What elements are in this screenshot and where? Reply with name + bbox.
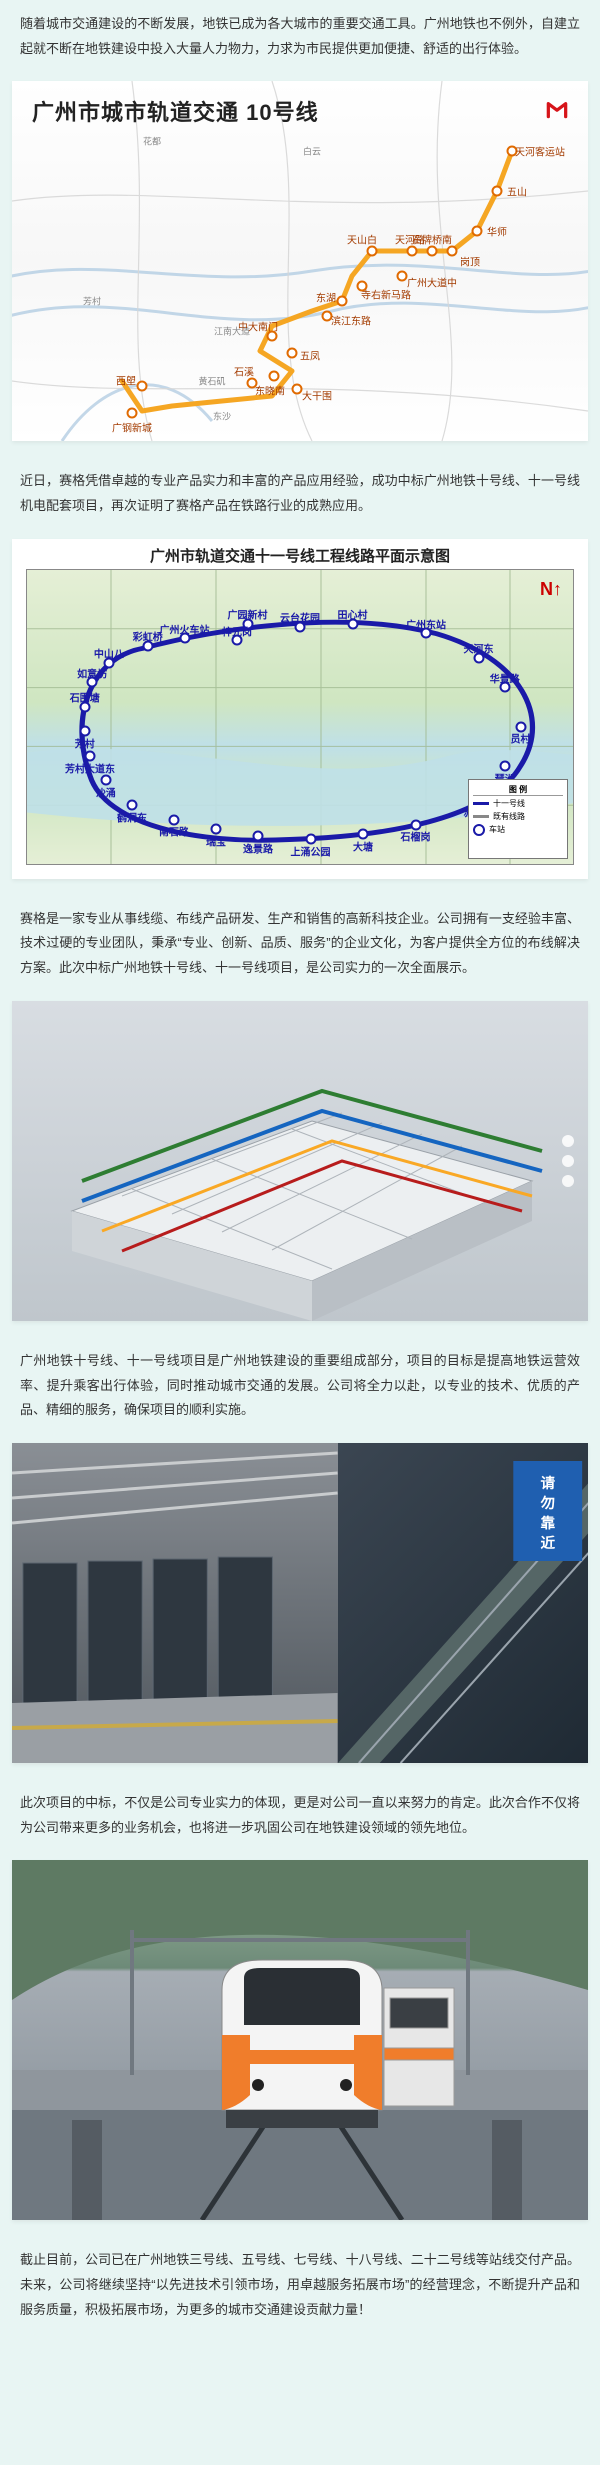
line11-plan-title: 广州市轨道交通十一号线工程线路平面示意图	[12, 545, 588, 566]
line11-station-label: 芳村大道东	[65, 760, 115, 775]
line10-station-dot	[447, 246, 458, 257]
train-svg	[12, 1860, 588, 2220]
platform-photo-canvas: 请 勿 靠 近	[12, 1443, 588, 1763]
figure-platform-photo: 请 勿 靠 近	[12, 1443, 588, 1763]
figure-bim-render	[12, 1001, 588, 1321]
paragraph-1: 随着城市交通建设的不断发展，地铁已成为各大城市的重要交通工具。广州地铁也不例外，…	[0, 0, 600, 73]
line11-station-label: 广州东站	[406, 616, 446, 631]
line10-station-label: 天河客运站	[515, 144, 565, 159]
legend-title: 图 例	[473, 784, 563, 796]
line11-station-label: 员村	[511, 731, 531, 746]
map-background-label: 白云	[303, 145, 321, 158]
line11-station-label: 石榴岗	[401, 829, 431, 844]
paragraph-6: 截止目前，公司已在广州地铁三号线、五号线、七号线、十八号线、二十二号线等站线交付…	[0, 2236, 600, 2334]
escalator-right-panel: 请 勿 靠 近	[338, 1443, 588, 1763]
train-photo-canvas	[12, 1860, 588, 2220]
line11-station-label: 华景路	[490, 670, 520, 685]
line10-station-dot	[427, 246, 438, 257]
map-background-label: 东沙	[213, 410, 231, 423]
svg-text:勿: 勿	[539, 1494, 555, 1512]
line11-station-label: 南石路	[159, 824, 189, 839]
line10-station-dot	[492, 186, 503, 197]
article-page: 随着城市交通建设的不断发展，地铁已成为各大城市的重要交通工具。广州地铁也不例外，…	[0, 0, 600, 2334]
line10-station-label: 华师	[487, 224, 507, 239]
line11-station-label: 瑞宝	[206, 834, 226, 849]
line10-station-label: 寺右新马路	[361, 287, 411, 302]
line10-station-label: 岗顶	[460, 254, 480, 269]
paragraph-4: 广州地铁十号线、十一号线项目是广州地铁建设的重要组成部分，项目的目标是提高地铁运…	[0, 1337, 600, 1435]
map-background-label: 江南大道	[214, 325, 250, 338]
figure-train-photo	[12, 1860, 588, 2220]
line10-station-label: 大干围	[302, 388, 332, 403]
line11-plan-canvas: 广州市轨道交通十一号线工程线路平面示意图 广州火车站 广园新村云台花园 田心村广州东…	[12, 539, 588, 879]
svg-text:近: 近	[540, 1534, 555, 1552]
line10-map-canvas: 广州市城市轨道交通 10号线 天河客运站五山华师岗顶石牌桥南天河路广州大道中天山…	[12, 81, 588, 441]
line11-station-label: 鹤洞东	[117, 809, 147, 824]
platform-left-panel	[12, 1443, 338, 1763]
line10-station-label: 石溪	[234, 364, 254, 379]
line11-station-label: 广园新村	[228, 606, 268, 621]
line10-station-label: 西塱	[116, 373, 136, 388]
map-background-label: 芳村	[83, 295, 101, 308]
figure-line10-map: 广州市城市轨道交通 10号线 天河客运站五山华师岗顶石牌桥南天河路广州大道中天山…	[12, 81, 588, 441]
line10-station-label: 广州大道中	[407, 275, 457, 290]
line11-station-label: 大塘	[353, 839, 373, 854]
metro-logo-icon	[544, 95, 570, 121]
map-legend: 图 例 十一号线 既有线路 车站	[468, 779, 568, 859]
line10-station-dot	[137, 381, 148, 392]
line10-station-dot	[337, 296, 348, 307]
line10-station-label: 天山白	[347, 232, 377, 247]
map-background-label: 花都	[143, 135, 161, 148]
compass-icon: N↑	[540, 579, 562, 600]
line10-map-title: 广州市城市轨道交通 10号线	[32, 95, 319, 127]
line11-station-label: 天河东	[464, 641, 494, 656]
line10-station-label: 天河路	[395, 232, 425, 247]
map-background-label: 黄石矶	[198, 375, 225, 388]
line11-station-label: 彩虹桥	[133, 629, 163, 644]
line11-station-label: 芳村	[75, 736, 95, 751]
line10-station-label: 五凤	[300, 348, 320, 363]
svg-text:请: 请	[540, 1474, 555, 1492]
bim-render-canvas	[12, 1001, 588, 1321]
line10-station-dot	[472, 226, 483, 237]
paragraph-3: 赛格是一家专业从事线缆、布线产品研发、生产和销售的高新科技企业。公司拥有一支经验…	[0, 895, 600, 993]
line11-station-label: 石围塘	[70, 690, 100, 705]
line11-station-label: 逸景路	[243, 841, 273, 856]
line11-station-label: 沙涌	[96, 785, 116, 800]
paragraph-2: 近日，赛格凭借卓越的专业产品实力和丰富的产品应用经验，成功中标广州地铁十号线、十…	[0, 457, 600, 530]
line10-station-label: 滨江东路	[331, 313, 371, 328]
line11-station-label: 中山八	[94, 646, 124, 661]
bim-render-svg	[12, 1001, 588, 1321]
svg-text:靠: 靠	[540, 1514, 555, 1532]
line10-station-dot	[292, 384, 303, 395]
line10-station-dot	[397, 271, 408, 282]
line10-station-dot	[407, 246, 418, 257]
line10-station-label: 东湖	[316, 290, 336, 305]
line10-station-label: 五山	[507, 184, 527, 199]
line11-station-label: 云台花园	[280, 609, 320, 624]
line11-station-label: 上涌公园	[291, 844, 331, 859]
line11-station-label: 梓元岗	[222, 623, 252, 638]
line11-station-label: 田心村	[338, 606, 368, 621]
line10-station-dot	[269, 371, 280, 382]
line10-station-dot	[247, 378, 258, 389]
line10-station-dot	[127, 408, 138, 419]
line10-station-dot	[367, 246, 378, 257]
line11-station-label: 如意坊	[77, 665, 107, 680]
line10-station-dot	[287, 348, 298, 359]
line10-station-label: 广钢新城	[112, 420, 152, 435]
figure-line11-plan: 广州市轨道交通十一号线工程线路平面示意图 广州火车站 广园新村云台花园 田心村广州东…	[12, 539, 588, 879]
line10-station-label: 东晓南	[255, 383, 285, 398]
paragraph-5: 此次项目的中标，不仅是公司专业实力的体现，更是对公司一直以来努力的肯定。此次合作…	[0, 1779, 600, 1852]
line11-station-label: 广州火车站	[160, 621, 210, 636]
